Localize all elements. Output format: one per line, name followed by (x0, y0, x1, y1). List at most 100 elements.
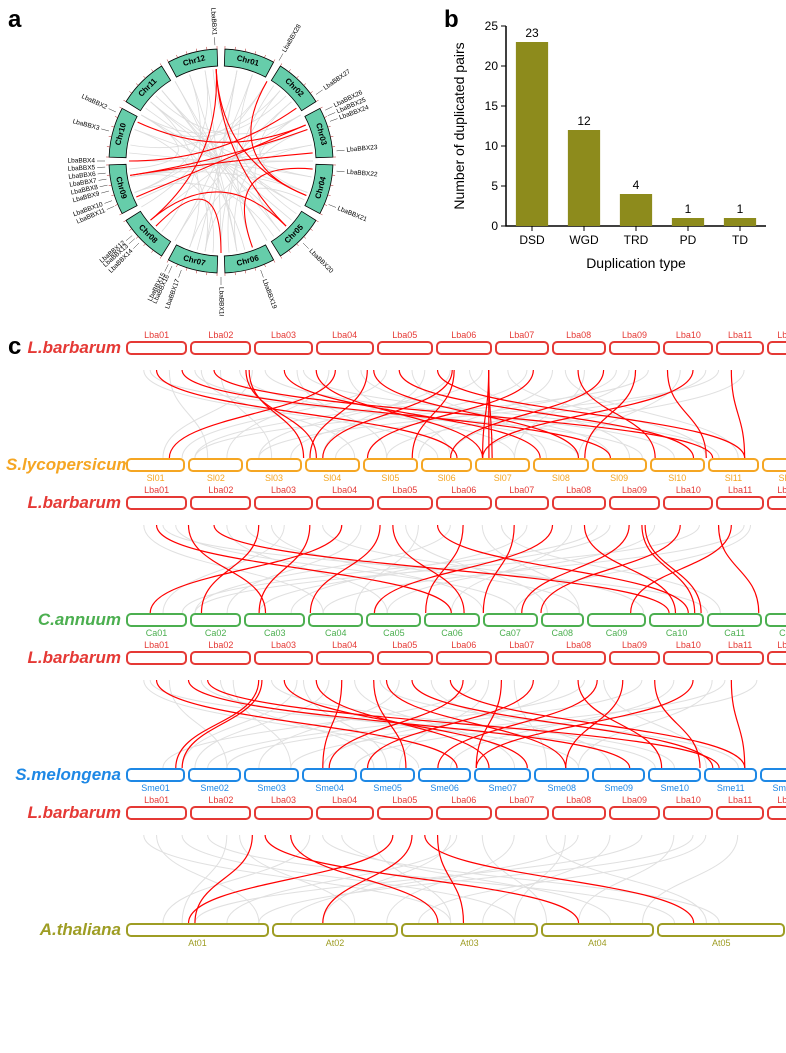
chromosome: Lba08 (552, 806, 606, 820)
chromosome-label: At05 (659, 938, 783, 948)
chromosome-label: Lba06 (438, 640, 490, 650)
chromosome: Lba01 (126, 651, 187, 665)
chromosome-label: Ca06 (426, 628, 477, 638)
chromosome-label: Sme07 (476, 783, 529, 793)
svg-text:LbaBBX2: LbaBBX2 (80, 93, 108, 111)
chromosome: Lba04 (316, 651, 374, 665)
synteny-block: L.barbarumLba01Lba02Lba03Lba04Lba05Lba06… (6, 802, 780, 941)
chromosome: Lba04 (316, 496, 374, 510)
chromosome: Lba10 (663, 496, 713, 510)
chromosome-label: Lba01 (128, 640, 185, 650)
svg-text:5: 5 (491, 179, 498, 193)
chromosome-label: Lba02 (192, 330, 249, 340)
svg-text:Number of duplicated pairs: Number of duplicated pairs (451, 42, 467, 209)
svg-text:1: 1 (685, 202, 692, 216)
chromosome-label: Lba04 (318, 485, 372, 495)
chromosome-label: Lba09 (611, 330, 659, 340)
chromosome-label: Lba10 (665, 795, 711, 805)
chromosome: Lba11 (716, 496, 764, 510)
svg-text:PD: PD (680, 233, 697, 247)
chromosome-label: Lba09 (611, 640, 659, 650)
chromosome: Sme02 (188, 768, 241, 782)
species-label: L.barbarum (6, 493, 121, 513)
chromosome-label: Lba04 (318, 330, 372, 340)
panel-b: b 051015202523DSD12WGD4TRD1PD1TDNumber o… (446, 6, 776, 291)
chromosome-label: Sme10 (650, 783, 699, 793)
svg-text:LbaBBX3: LbaBBX3 (72, 118, 101, 132)
chromosome-label: Ca11 (709, 628, 760, 638)
chromosome-label: Lba06 (438, 485, 490, 495)
chromosome: Lba07 (495, 341, 549, 355)
chromosome-label: Sl11 (710, 473, 757, 483)
chromosome-label: Lba07 (497, 330, 547, 340)
chromosome: Lba07 (495, 651, 549, 665)
chromosome: Sl07 (475, 458, 530, 472)
chromosome: Ca05 (366, 613, 421, 627)
chromosome-label: Lba02 (192, 795, 249, 805)
species-label: A.thaliana (6, 920, 121, 940)
svg-text:1: 1 (737, 202, 744, 216)
chromosome-label: Lba11 (718, 640, 762, 650)
chromosome: Lba11 (716, 651, 764, 665)
chromosome: Sme06 (418, 768, 471, 782)
chromosome-label: Sl10 (652, 473, 703, 483)
chromosome: Sl08 (533, 458, 588, 472)
svg-text:4: 4 (633, 178, 640, 192)
chromosome: Lba12 (767, 651, 786, 665)
chromosome: Ca08 (541, 613, 584, 627)
chromosome: Sl03 (246, 458, 301, 472)
chromosome: Lba12 (767, 496, 786, 510)
chromosome: Lba06 (436, 651, 492, 665)
chromosome: Ca11 (707, 613, 762, 627)
chromosome: Lba10 (663, 651, 713, 665)
chromosome: Lba03 (254, 341, 312, 355)
chromosome-label: Ca04 (310, 628, 361, 638)
chromosome: Lba03 (254, 496, 312, 510)
chromosome: Lba01 (126, 496, 187, 510)
chromosome-label: Sme05 (362, 783, 413, 793)
chromosome: At05 (657, 923, 785, 937)
chromosome: Lba04 (316, 341, 374, 355)
svg-text:15: 15 (485, 99, 499, 113)
svg-text:20: 20 (485, 59, 499, 73)
chromosome-label: Lba03 (256, 640, 310, 650)
chromosome-label: Sl02 (190, 473, 241, 483)
chromosome: Sme12 (760, 768, 786, 782)
chromosome: Lba06 (436, 496, 492, 510)
synteny-plots: L.barbarumLba01Lba02Lba03Lba04Lba05Lba06… (6, 337, 780, 941)
synteny-block: L.barbarumLba01Lba02Lba03Lba04Lba05Lba06… (6, 647, 780, 786)
chromosome: Lba06 (436, 341, 492, 355)
svg-text:LbaBBX27: LbaBBX27 (322, 68, 352, 92)
chromosome-label: Ca09 (589, 628, 644, 638)
chromosome-label: Lba04 (318, 640, 372, 650)
chromosome: Ca02 (190, 613, 241, 627)
chromosome-label: Lba12 (769, 640, 786, 650)
svg-text:TD: TD (732, 233, 748, 247)
chromosome: Lba05 (377, 496, 433, 510)
chromosome-label: Lba03 (256, 330, 310, 340)
svg-text:LbaBBX22: LbaBBX22 (346, 169, 378, 179)
chromosome-label: Lba08 (554, 640, 604, 650)
svg-text:12: 12 (577, 114, 591, 128)
chromosome-label: Sme02 (190, 783, 239, 793)
chromosome-label: Lba10 (665, 330, 711, 340)
svg-text:0: 0 (491, 219, 498, 233)
chromosome-label: Sme04 (304, 783, 355, 793)
chromosome: Sl02 (188, 458, 243, 472)
chromosome: Lba06 (436, 806, 492, 820)
species-label: S.melongena (6, 765, 121, 785)
chromosome-label: Sme03 (246, 783, 297, 793)
chromosome-label: Ca01 (128, 628, 185, 638)
chromosome: Lba05 (377, 651, 433, 665)
synteny-block: L.barbarumLba01Lba02Lba03Lba04Lba05Lba06… (6, 337, 780, 476)
chromosome-label: Lba08 (554, 330, 604, 340)
chromosome-label: Sme11 (706, 783, 755, 793)
chromosome: Lba09 (609, 651, 661, 665)
species-label: L.barbarum (6, 648, 121, 668)
chromosome: Sl12 (762, 458, 786, 472)
chromosome-label: Lba05 (379, 640, 431, 650)
chromosome: At01 (126, 923, 269, 937)
chromosome: Lba03 (254, 806, 312, 820)
species-label: S.lycopersicum (6, 455, 121, 475)
chromosome-label: Lba05 (379, 795, 431, 805)
